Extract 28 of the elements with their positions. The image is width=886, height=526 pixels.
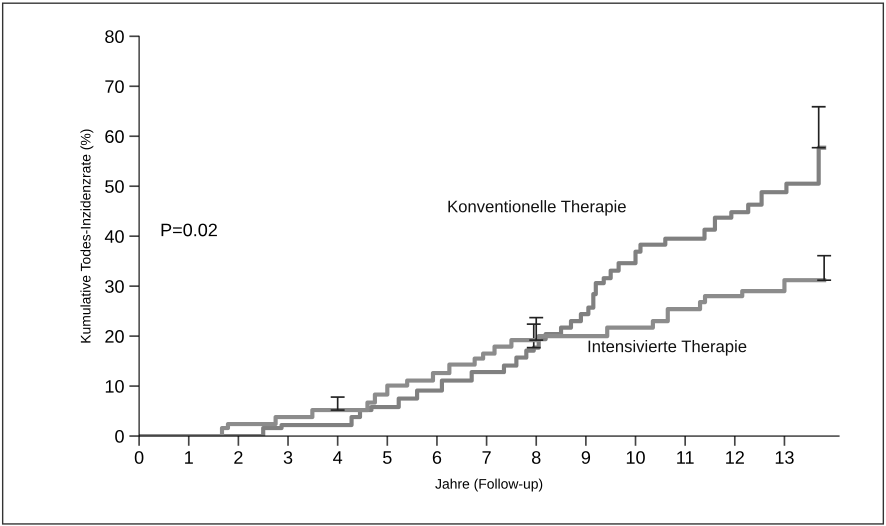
series-label: Intensivierte Therapie — [588, 340, 746, 356]
x-axis-title: Jahre (Follow-up) — [435, 478, 542, 492]
x-tick-label: 10 — [626, 451, 645, 464]
y-tick-label: 40 — [104, 230, 124, 243]
y-axis-title: Kumulative Todes-Inzidenzrate (%) — [80, 129, 94, 343]
series-label: Konventionelle Therapie — [448, 200, 626, 216]
x-tick-label: 0 — [134, 451, 144, 464]
x-tick-label: 2 — [234, 451, 242, 464]
x-tick-label: 13 — [776, 451, 794, 464]
y-tick-label: 70 — [105, 80, 124, 93]
x-tick-label: 7 — [482, 451, 491, 464]
x-tick-label: 5 — [383, 451, 392, 464]
x-tick-label: 6 — [432, 451, 442, 464]
x-tick-label: 12 — [726, 451, 744, 464]
y-tick-label: 30 — [105, 280, 124, 293]
y-tick-label: 50 — [105, 180, 124, 193]
x-tick-label: 3 — [284, 451, 292, 464]
y-tick-label: 80 — [105, 30, 124, 44]
y-tick-label: 20 — [105, 330, 124, 343]
y-tick-label: 60 — [105, 130, 124, 143]
x-tick-label: 9 — [582, 451, 590, 464]
y-tick-label: 0 — [115, 430, 124, 443]
x-tick-label: 4 — [333, 451, 342, 464]
x-tick-label: 1 — [185, 451, 193, 464]
x-tick-label: 11 — [677, 451, 694, 464]
x-tick-label: 8 — [532, 451, 540, 464]
y-tick-label: 10 — [106, 380, 124, 393]
annotation: P=0.02 — [162, 224, 217, 236]
